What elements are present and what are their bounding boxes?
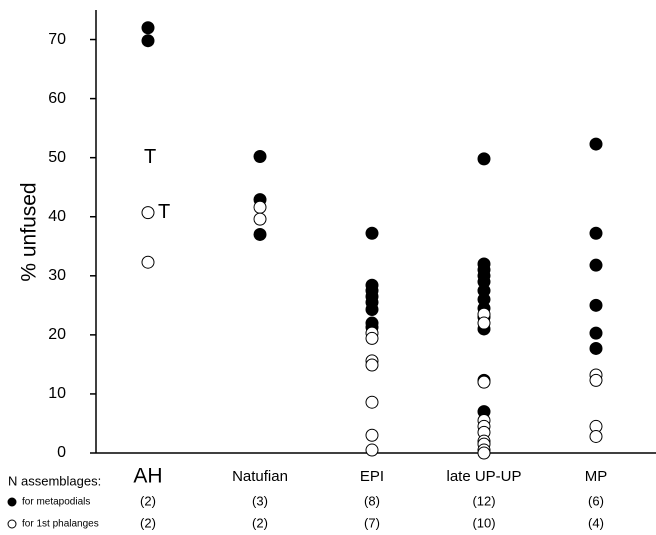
y-tick-label: 40: [48, 208, 66, 225]
legend-label: for 1st phalanges: [22, 519, 99, 530]
annotation: T: [158, 201, 170, 223]
n-label: (7): [364, 515, 380, 530]
y-tick-label: 10: [48, 385, 66, 402]
y-tick-label: 70: [48, 31, 66, 48]
n-title: N assemblages:: [8, 473, 101, 488]
n-label: (10): [472, 515, 495, 530]
y-axis-label: % unfused: [18, 182, 41, 281]
x-tick-label: late UP-UP: [446, 468, 521, 485]
n-label: (2): [140, 493, 156, 508]
point-filled: [589, 258, 603, 272]
legend-label: for metapodials: [22, 497, 90, 508]
point-open: [141, 206, 155, 220]
x-tick-label: EPI: [360, 468, 384, 485]
point-open: [365, 331, 379, 345]
point-filled: [589, 226, 603, 240]
n-label: (3): [252, 493, 268, 508]
point-open: [477, 446, 491, 460]
legend-marker: [7, 519, 17, 529]
y-tick-label: 50: [48, 149, 66, 166]
y-tick-label: 0: [57, 444, 66, 461]
point-filled: [477, 152, 491, 166]
point-filled: [141, 21, 155, 35]
point-open: [365, 395, 379, 409]
point-filled: [589, 137, 603, 151]
n-label: (12): [472, 493, 495, 508]
legend-marker: [7, 497, 17, 507]
y-tick-label: 30: [48, 267, 66, 284]
point-open: [589, 429, 603, 443]
n-label: (4): [588, 515, 604, 530]
point-open: [253, 212, 267, 226]
point-open: [477, 375, 491, 389]
n-label: (6): [588, 493, 604, 508]
point-filled: [253, 227, 267, 241]
x-tick-label: Natufian: [232, 468, 288, 485]
n-label: (2): [140, 515, 156, 530]
x-tick-label: AH: [133, 465, 162, 488]
n-label: (2): [252, 515, 268, 530]
point-filled: [589, 298, 603, 312]
point-open: [365, 358, 379, 372]
point-filled: [253, 149, 267, 163]
annotation: T: [144, 146, 156, 168]
point-filled: [141, 34, 155, 48]
point-filled: [589, 326, 603, 340]
y-tick-label: 60: [48, 90, 66, 107]
n-label: (8): [364, 493, 380, 508]
point-open: [477, 316, 491, 330]
point-open: [365, 428, 379, 442]
y-tick-label: 20: [48, 326, 66, 343]
point-open: [253, 200, 267, 214]
point-filled: [365, 226, 379, 240]
point-open: [141, 255, 155, 269]
point-open: [589, 373, 603, 387]
point-filled: [589, 341, 603, 355]
x-tick-label: MP: [585, 468, 608, 485]
point-filled: [365, 302, 379, 316]
point-open: [365, 443, 379, 457]
